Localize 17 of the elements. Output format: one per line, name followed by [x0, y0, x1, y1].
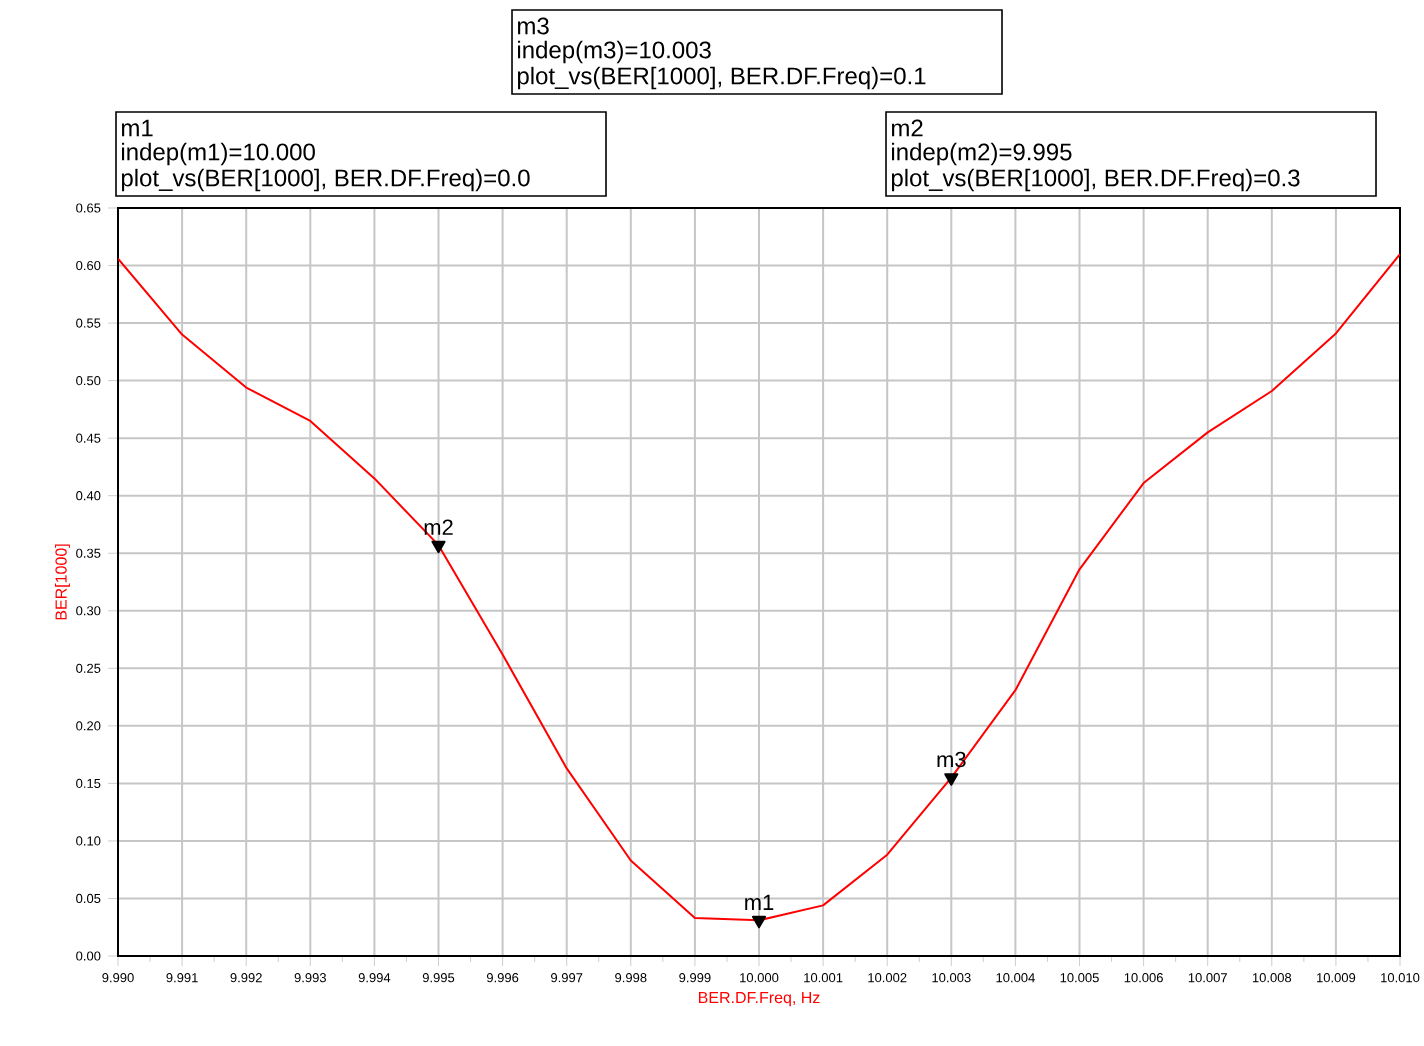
text: m2 — [892, 119, 923, 137]
text: indep(m2)=9.995 — [892, 142, 1072, 166]
text: indep(m1)=10.000 — [122, 142, 315, 166]
y-axis-title: BER[1000] — [54, 544, 70, 620]
text: plot_vs(BER[1000], BER.DF.Freq)=0.0 — [121, 168, 530, 192]
text: plot_vs(BER[1000], BER.DF.Freq)=0.1 — [517, 66, 926, 90]
point — [751, 915, 767, 929]
point — [431, 540, 446, 554]
annotation: m3 — [937, 751, 966, 768]
x-axis-title: BER.DF.Freq, Hz — [698, 992, 820, 1007]
annotation: m2 — [424, 519, 453, 535]
text: m3 — [518, 17, 549, 35]
text: plot_vs(BER[1000], BER.DF.Freq)=0.3 — [891, 168, 1300, 192]
text: indep(m3)=10.003 — [518, 40, 711, 64]
point — [944, 773, 959, 786]
text: m1 — [122, 119, 153, 137]
annotation: m1 — [745, 894, 774, 910]
